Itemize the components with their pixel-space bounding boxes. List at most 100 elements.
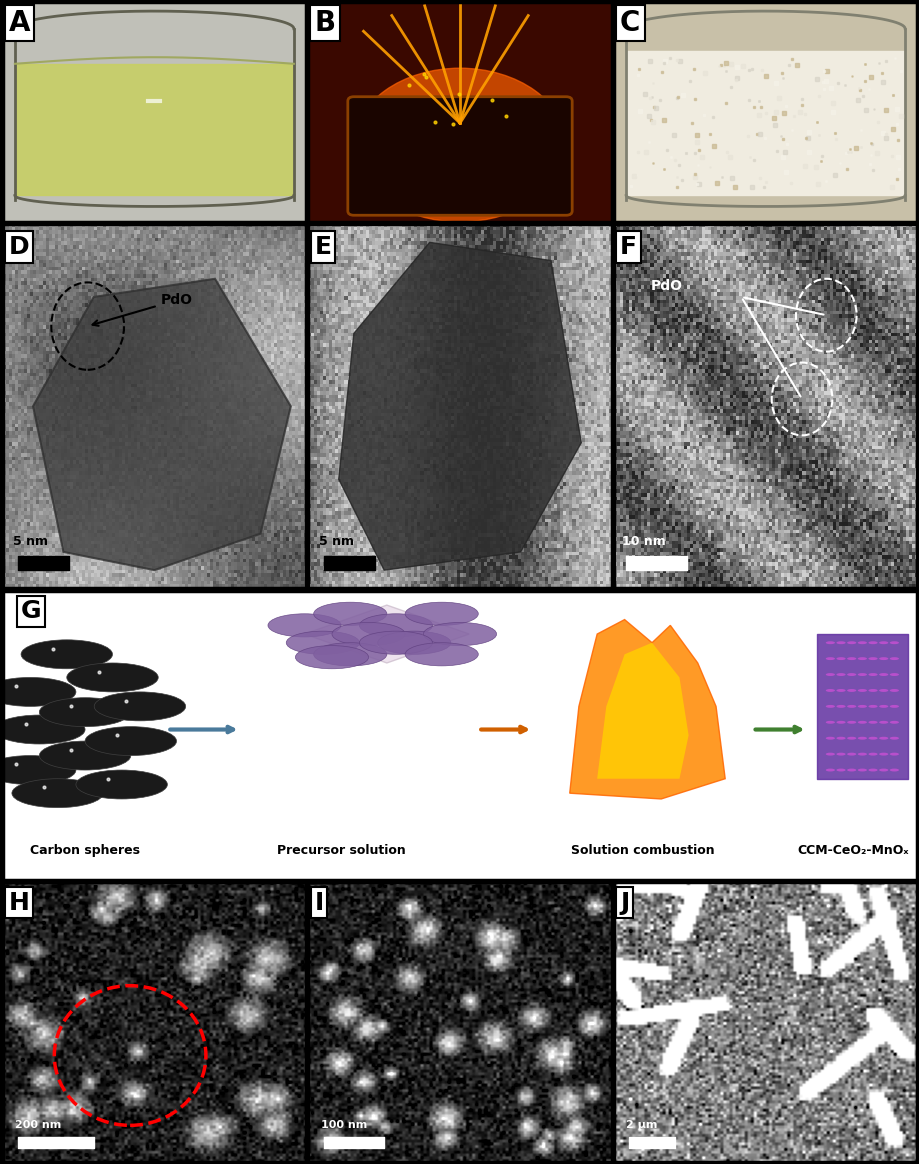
Circle shape (868, 658, 877, 660)
Circle shape (868, 641, 877, 644)
Circle shape (286, 631, 359, 654)
Text: D: D (9, 235, 29, 260)
Circle shape (825, 658, 834, 660)
Circle shape (879, 753, 888, 755)
Circle shape (313, 602, 386, 625)
Circle shape (313, 643, 386, 666)
Circle shape (868, 705, 877, 708)
Text: 200 nm: 200 nm (15, 1120, 61, 1130)
Circle shape (846, 689, 856, 691)
Text: H: H (9, 890, 29, 915)
Text: 5 nm: 5 nm (319, 534, 354, 547)
Circle shape (354, 69, 565, 222)
Text: I: I (314, 890, 323, 915)
Circle shape (67, 663, 158, 691)
Circle shape (404, 643, 478, 666)
Circle shape (889, 768, 898, 772)
Text: 100 nm: 100 nm (320, 1120, 367, 1130)
Circle shape (879, 737, 888, 739)
Circle shape (879, 705, 888, 708)
Circle shape (846, 737, 856, 739)
Circle shape (21, 640, 112, 669)
Circle shape (868, 689, 877, 691)
Circle shape (825, 673, 834, 676)
Text: 10 nm: 10 nm (621, 534, 664, 547)
Circle shape (857, 658, 866, 660)
Circle shape (889, 673, 898, 676)
Text: Precursor solution: Precursor solution (277, 844, 405, 857)
Text: C: C (619, 9, 640, 37)
Circle shape (835, 768, 845, 772)
Circle shape (846, 721, 856, 724)
Circle shape (889, 641, 898, 644)
Circle shape (889, 689, 898, 691)
Circle shape (76, 771, 167, 799)
Circle shape (879, 689, 888, 691)
Circle shape (825, 705, 834, 708)
Text: B: B (314, 9, 335, 37)
Circle shape (378, 631, 450, 654)
Circle shape (40, 741, 130, 771)
Circle shape (868, 753, 877, 755)
Circle shape (879, 721, 888, 724)
Circle shape (0, 677, 76, 707)
Polygon shape (33, 278, 290, 570)
Circle shape (359, 613, 432, 637)
Circle shape (889, 658, 898, 660)
Text: PdO: PdO (93, 293, 192, 326)
Circle shape (857, 689, 866, 691)
Text: Solution combustion: Solution combustion (571, 844, 714, 857)
Circle shape (889, 705, 898, 708)
Circle shape (857, 641, 866, 644)
Circle shape (835, 737, 845, 739)
Polygon shape (569, 619, 724, 799)
Circle shape (267, 613, 341, 637)
Circle shape (835, 721, 845, 724)
Circle shape (94, 691, 186, 721)
Circle shape (423, 623, 496, 646)
Circle shape (835, 689, 845, 691)
Circle shape (889, 737, 898, 739)
Circle shape (889, 721, 898, 724)
Circle shape (332, 623, 404, 646)
Circle shape (879, 641, 888, 644)
Circle shape (0, 755, 76, 785)
Circle shape (825, 689, 834, 691)
Circle shape (825, 768, 834, 772)
Circle shape (846, 641, 856, 644)
Circle shape (835, 673, 845, 676)
Circle shape (857, 673, 866, 676)
FancyBboxPatch shape (347, 97, 572, 215)
Circle shape (846, 673, 856, 676)
Circle shape (835, 753, 845, 755)
Circle shape (12, 779, 103, 808)
Circle shape (857, 753, 866, 755)
Text: PdO: PdO (650, 278, 682, 292)
Circle shape (857, 721, 866, 724)
Polygon shape (304, 605, 469, 663)
Circle shape (879, 658, 888, 660)
Circle shape (846, 705, 856, 708)
Text: CCM-CeO₂-MnOₓ: CCM-CeO₂-MnOₓ (797, 844, 908, 857)
Circle shape (835, 705, 845, 708)
Text: G: G (21, 599, 41, 623)
Text: 5 nm: 5 nm (14, 534, 49, 547)
Circle shape (295, 646, 369, 669)
Circle shape (825, 737, 834, 739)
Text: F: F (619, 235, 636, 260)
Text: A: A (9, 9, 30, 37)
Circle shape (85, 726, 176, 755)
Circle shape (399, 101, 520, 189)
Circle shape (846, 658, 856, 660)
Polygon shape (596, 643, 687, 779)
Circle shape (359, 631, 432, 654)
Circle shape (846, 753, 856, 755)
Circle shape (835, 641, 845, 644)
Circle shape (429, 134, 490, 178)
Circle shape (868, 673, 877, 676)
Circle shape (857, 705, 866, 708)
Text: Carbon spheres: Carbon spheres (30, 844, 140, 857)
Circle shape (868, 768, 877, 772)
Circle shape (857, 737, 866, 739)
Circle shape (868, 721, 877, 724)
